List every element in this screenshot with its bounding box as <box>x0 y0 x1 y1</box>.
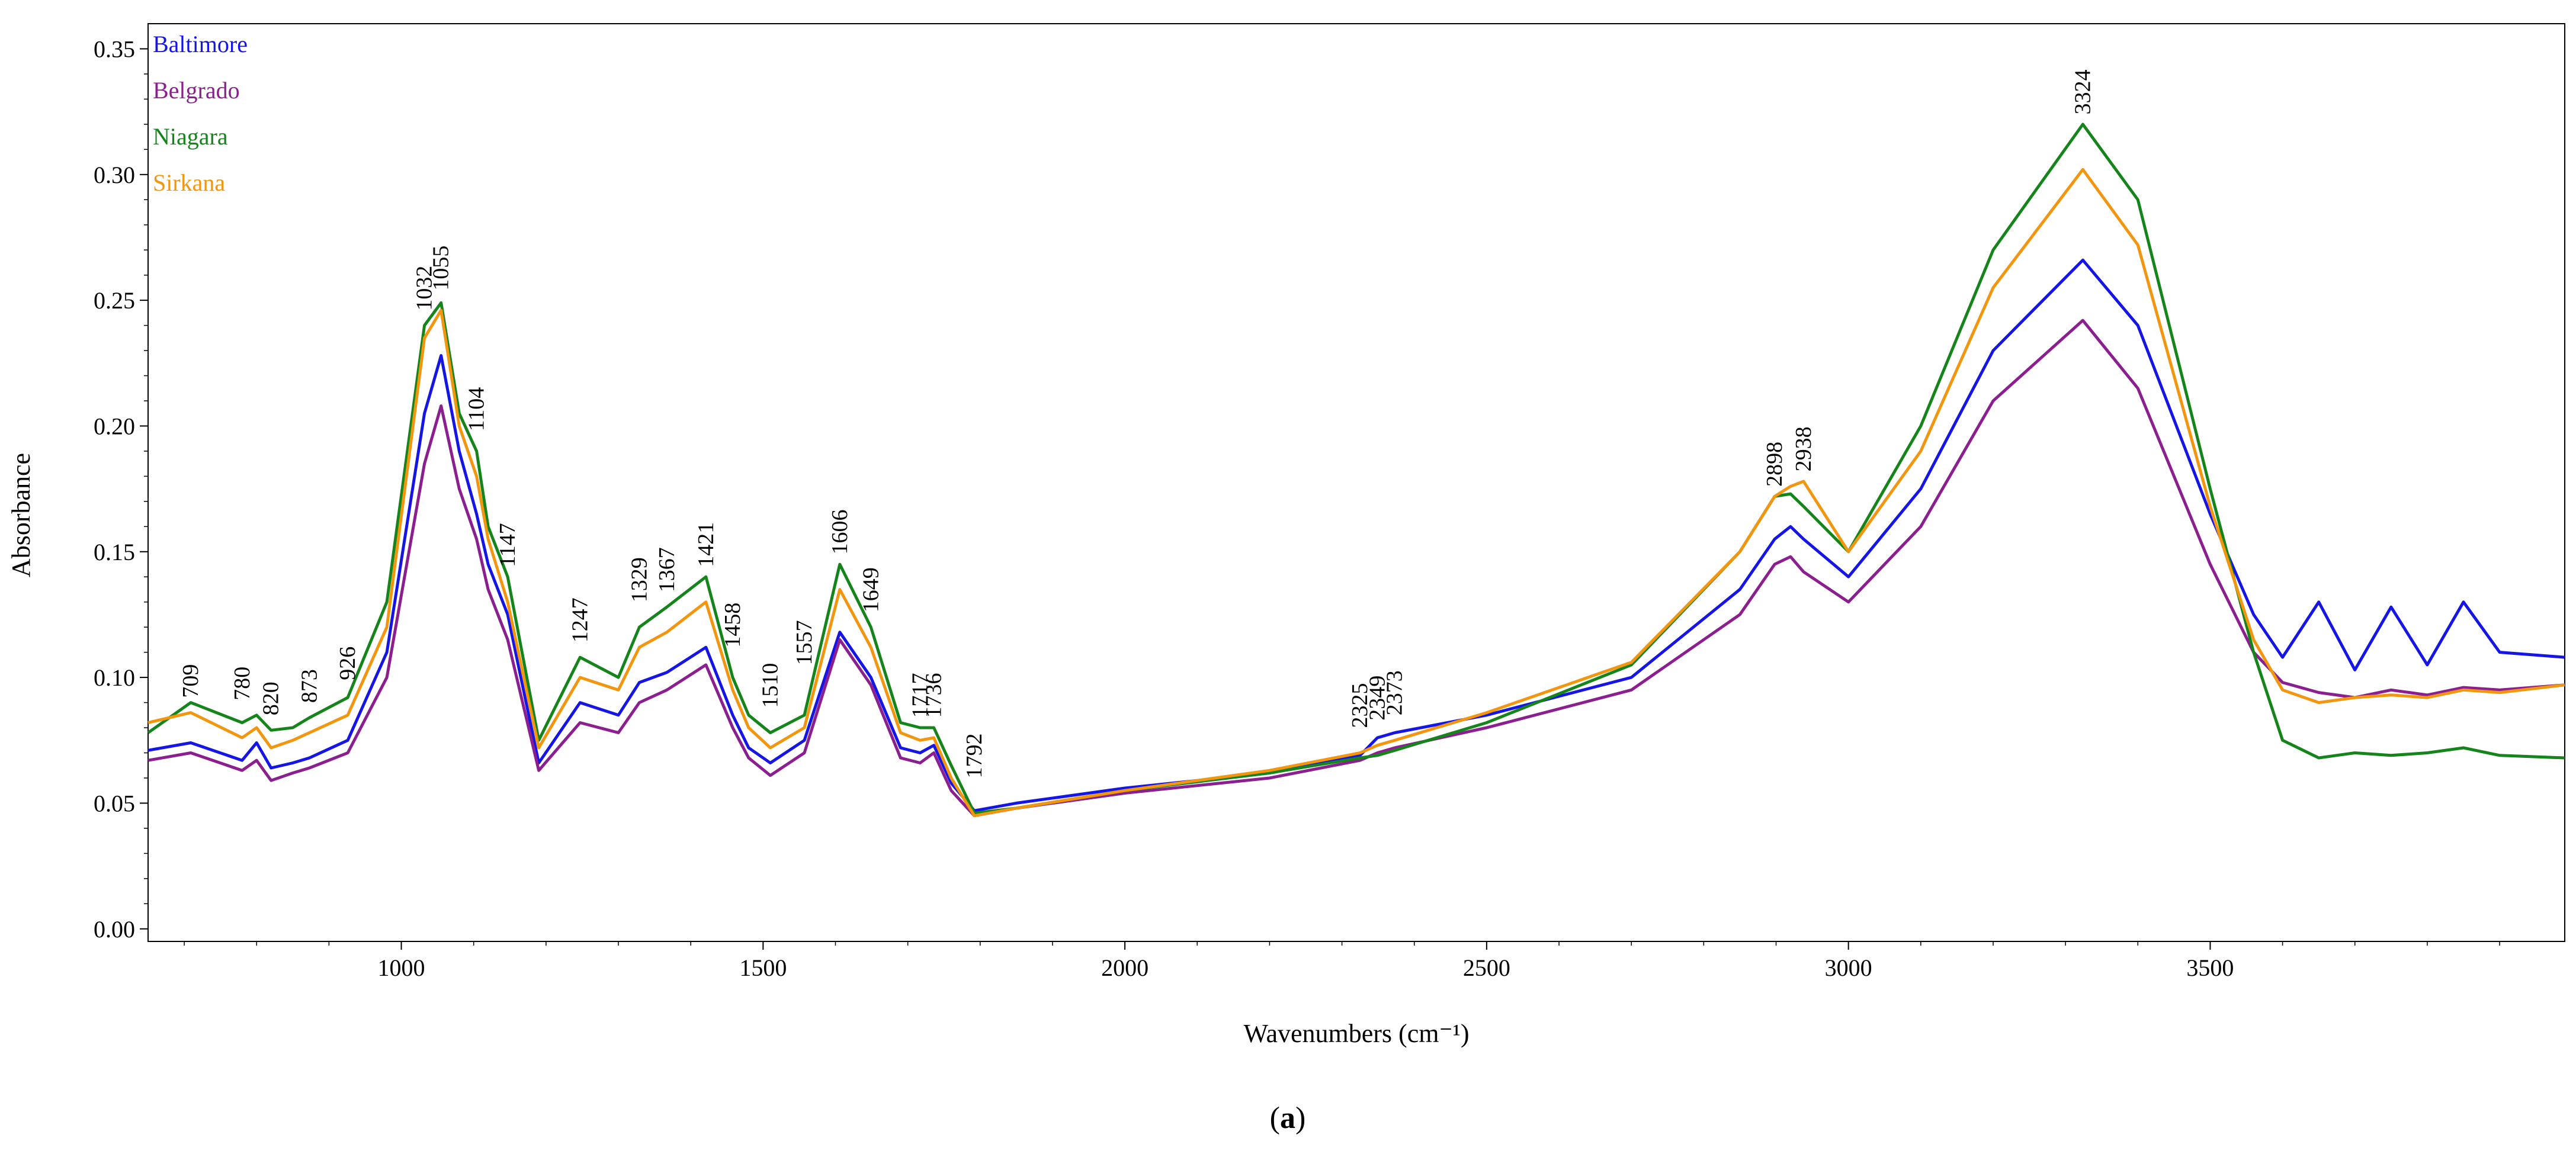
peak-label: 2325 <box>1348 683 1372 728</box>
x-tick-label: 1500 <box>739 954 787 981</box>
peak-label: 1247 <box>567 597 592 642</box>
y-tick-label: 0.20 <box>94 413 135 439</box>
plot-frame <box>147 23 2565 942</box>
y-tick-label: 0.00 <box>94 916 135 943</box>
x-tick-label: 1000 <box>378 954 425 981</box>
peak-label: 1055 <box>429 246 454 291</box>
peak-label: 820 <box>259 682 284 715</box>
peak-label: 1606 <box>827 510 852 555</box>
x-tick-label: 3000 <box>1825 954 1872 981</box>
peak-label: 1421 <box>694 522 718 567</box>
y-axis-title: Absorbance <box>7 453 36 577</box>
x-tick-label: 3500 <box>2186 954 2234 981</box>
peak-label: 2373 <box>1382 670 1407 715</box>
y-tick-label: 0.10 <box>94 664 135 691</box>
peak-label: 926 <box>335 647 360 680</box>
x-tick-label: 2000 <box>1101 954 1149 981</box>
series-line-baltimore <box>147 258 2565 812</box>
series-line-belgrado <box>147 319 2565 818</box>
x-tick-label: 2500 <box>1463 954 1510 981</box>
peak-label: 780 <box>230 667 255 700</box>
legend-entry-belgrado: Belgrado <box>153 77 240 104</box>
peak-label: 1147 <box>495 523 520 567</box>
figure-caption: (a) <box>1270 1101 1306 1135</box>
x-axis-title: Wavenumbers (cm⁻¹) <box>1243 1019 1469 1048</box>
legend-entry-baltimore: Baltimore <box>153 31 248 57</box>
peak-label: 1792 <box>962 734 987 779</box>
peak-label: 1557 <box>792 620 817 665</box>
peak-label: 873 <box>297 669 322 703</box>
axes-layer: 1000 1500 2000 2500 3000 3500 0.00 0.05 0.10 0.15… <box>94 23 2565 981</box>
peak-label: 2898 <box>1762 442 1787 487</box>
y-tick-label: 0.35 <box>94 36 135 62</box>
peak-label: 1104 <box>464 387 489 432</box>
legend-entry-niagara: Niagara <box>153 123 228 150</box>
peak-label: 3324 <box>2070 69 2095 114</box>
peak-label: 1717 <box>907 673 932 718</box>
series-line-niagara <box>147 123 2565 815</box>
y-tick-label: 0.25 <box>94 287 135 314</box>
peak-label: 1736 <box>922 673 947 718</box>
series-line-sirkana <box>147 168 2565 818</box>
legend-entry-sirkana: Sirkana <box>153 169 225 196</box>
y-tick-label: 0.05 <box>94 790 135 817</box>
peak-label: 1367 <box>655 547 679 592</box>
caption-open-paren: ( <box>1270 1101 1280 1135</box>
peak-label: 2349 <box>1365 676 1390 721</box>
legend: Baltimore Belgrado Niagara Sirkana <box>153 31 248 196</box>
peak-label: 1510 <box>758 663 783 708</box>
peak-label: 709 <box>178 664 203 698</box>
y-tick-label: 0.30 <box>94 162 135 188</box>
series-layer <box>147 123 2565 818</box>
peak-label: 1329 <box>627 557 652 602</box>
caption-close-paren: ) <box>1295 1101 1305 1135</box>
peak-label: 1458 <box>720 603 745 648</box>
peak-label: 1649 <box>858 567 883 612</box>
caption-letter: a <box>1280 1101 1295 1135</box>
y-tick-label: 0.15 <box>94 539 135 565</box>
peak-label: 1032 <box>412 266 437 311</box>
peak-label: 2938 <box>1791 426 1816 471</box>
